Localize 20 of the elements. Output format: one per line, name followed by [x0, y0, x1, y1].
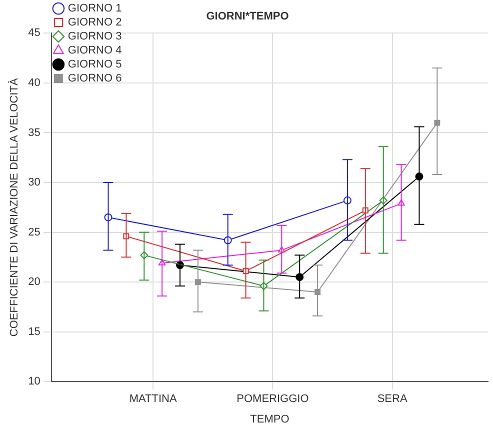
- legend-label: GIORNO 1: [68, 2, 122, 15]
- y-tick-label: 10: [28, 376, 40, 388]
- y-tick-label: 25: [28, 226, 40, 238]
- y-tick-label: 15: [28, 326, 40, 338]
- y-tick-label: 35: [28, 126, 40, 139]
- legend-label: GIORNO 5: [68, 58, 122, 71]
- x-tick-label: SERA: [377, 393, 408, 406]
- y-tick-label: 30: [28, 176, 40, 189]
- x-tick-label: POMERIGGIO: [236, 393, 310, 406]
- x-axis-title: TEMPO: [250, 413, 290, 426]
- legend-label: GIORNO 3: [68, 30, 122, 43]
- legend-label: GIORNO 2: [68, 16, 122, 29]
- y-tick-label: 20: [28, 276, 40, 288]
- x-tick-label: MATTINA: [129, 393, 178, 406]
- legend-label: GIORNO 6: [68, 72, 122, 85]
- chart-title: GIORNI*TEMPO: [206, 10, 290, 23]
- y-tick-label: 45: [28, 27, 40, 40]
- y-tick-label: 40: [28, 77, 40, 90]
- legend-label: GIORNO 4: [68, 44, 122, 57]
- y-axis-title: COEFFICIENTE DI VARIAZIONE DELLA VELOCITÀ: [8, 78, 21, 337]
